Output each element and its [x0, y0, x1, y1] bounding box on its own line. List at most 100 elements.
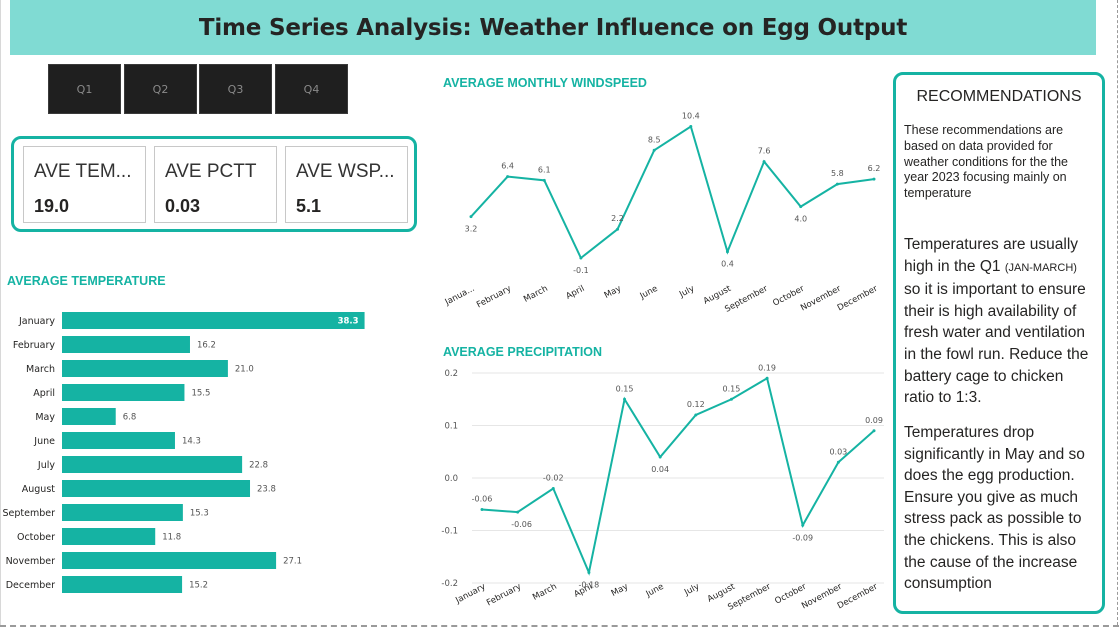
data-label: 0.4 [721, 260, 734, 269]
temperature-data-label: 15.5 [191, 389, 210, 399]
x-tick-label: April [564, 284, 586, 302]
title-bar: Time Series Analysis: Weather Influence … [10, 0, 1096, 55]
temperature-bar[interactable] [62, 408, 116, 425]
temperature-bar[interactable] [62, 456, 243, 473]
data-point[interactable] [623, 397, 627, 401]
recommendations-title: RECOMMENDATIONS [916, 88, 1082, 105]
data-point[interactable] [469, 215, 473, 219]
temperature-bar-chart: January 38.3 February 16.2 March 21.0 April 15.… [2, 312, 365, 593]
temperature-bar[interactable] [62, 480, 251, 497]
kpi-label: AVE TEM... [34, 161, 132, 182]
data-label: 7.6 [758, 147, 771, 156]
temperature-data-label: 21.0 [235, 365, 254, 375]
temperature-bar[interactable] [62, 336, 190, 353]
x-tick-label: March [522, 284, 550, 305]
canvas-left-border [0, 0, 1, 625]
temperature-data-label: 6.8 [123, 413, 137, 423]
kpi-card-windspeed: AVE WSP... 5.1 [285, 146, 408, 223]
quarter-button-q1[interactable]: Q1 [48, 64, 121, 114]
temperature-bar[interactable] [62, 576, 183, 593]
data-point[interactable] [872, 429, 876, 433]
temperature-data-label: 15.2 [189, 581, 208, 591]
data-label: 8.5 [648, 135, 661, 144]
temperature-data-label: 16.2 [197, 341, 216, 351]
recommendation-q1-months: (JAN-MARCH) [1004, 261, 1077, 274]
data-point[interactable] [836, 460, 840, 464]
y-tick-label: -0.2 [441, 579, 458, 589]
temperature-bar[interactable] [62, 432, 175, 449]
data-point[interactable] [872, 177, 876, 181]
quarter-button-q2[interactable]: Q2 [124, 64, 197, 114]
data-point[interactable] [801, 523, 805, 527]
x-tick-label: Janua... [443, 284, 477, 308]
data-point[interactable] [694, 413, 698, 417]
data-label: 6.2 [868, 164, 881, 173]
data-label: 0.15 [616, 384, 634, 393]
temperature-category-label: May [35, 412, 55, 423]
recommendation-q1-text-b: so it is important to ensure their is hi… [904, 281, 1089, 407]
data-point[interactable] [689, 125, 693, 129]
data-label: -0.1 [573, 266, 589, 275]
temperature-bar[interactable] [62, 552, 277, 569]
x-tick-label: November [799, 284, 843, 314]
quarter-button-q4[interactable]: Q4 [275, 64, 348, 114]
y-tick-label: 0.0 [444, 474, 458, 484]
temperature-data-label: 27.1 [283, 557, 302, 567]
data-point[interactable] [587, 571, 591, 574]
temperature-category-label: August [22, 484, 56, 495]
x-tick-label: January [453, 582, 487, 606]
series-line[interactable] [481, 376, 875, 576]
data-point[interactable] [506, 175, 510, 179]
x-tick-label: March [531, 582, 559, 603]
data-point[interactable] [725, 250, 729, 254]
data-point[interactable] [579, 256, 583, 260]
temperature-bar[interactable] [62, 384, 185, 401]
recommendations-panel: RECOMMENDATIONS These recommendations ar… [893, 72, 1105, 614]
data-label: 0.03 [829, 447, 847, 456]
precipitation-line-chart: 0.2 0.1 0.0 -0.1 -0.2 -0.06 -0.06 -0.02 -0.18 0.1… [441, 363, 884, 613]
temperature-data-label: 15.3 [190, 509, 209, 519]
data-point[interactable] [658, 455, 662, 459]
temperature-category-label: February [13, 340, 55, 351]
data-label: -0.06 [472, 495, 493, 504]
data-label: 0.04 [651, 465, 669, 474]
temperature-category-label: July [37, 460, 55, 471]
x-tick-label: May [603, 284, 623, 301]
kpi-value: 19.0 [34, 196, 70, 216]
data-point[interactable] [799, 205, 803, 209]
data-point[interactable] [551, 487, 555, 490]
temperature-bar[interactable] [62, 528, 156, 545]
data-point[interactable] [765, 376, 769, 380]
temperature-bar[interactable] [62, 360, 228, 377]
series-line[interactable] [470, 124, 875, 260]
temperature-data-label: 38.3 [338, 317, 359, 327]
data-label: -0.09 [792, 533, 813, 542]
data-point[interactable] [616, 227, 620, 231]
temperature-bar[interactable] [62, 504, 183, 521]
data-point[interactable] [480, 508, 484, 511]
data-label: 3.2 [465, 225, 478, 234]
windspeed-line-chart: 3.2 6.4 6.1 -0.1 2.2 8.5 10.4 0.4 7.6 4.0 5.8 6.2 Ja… [443, 112, 881, 315]
data-point[interactable] [516, 510, 520, 514]
temperature-data-label: 22.8 [249, 461, 268, 471]
temperature-category-label: December [6, 580, 55, 591]
data-label: 6.1 [538, 165, 551, 174]
temperature-category-label: March [26, 364, 55, 375]
canvas-bottom-border [0, 625, 1119, 627]
quarter-button-q3[interactable]: Q3 [199, 64, 272, 114]
data-point[interactable] [762, 160, 766, 164]
data-point[interactable] [542, 178, 546, 182]
temperature-category-label: January [18, 316, 55, 327]
page-title: Time Series Analysis: Weather Influence … [198, 14, 908, 41]
data-label: 6.4 [501, 162, 514, 171]
temperature-data-label: 14.3 [182, 437, 201, 447]
data-point[interactable] [835, 182, 839, 186]
data-point[interactable] [729, 397, 733, 401]
canvas-right-border [1117, 0, 1118, 625]
kpi-card-precipitation: AVE PCTT 0.03 [154, 146, 277, 223]
temperature-bar[interactable] [62, 312, 365, 329]
data-label: 0.19 [758, 363, 776, 372]
data-point[interactable] [652, 148, 656, 152]
temperature-data-label: 11.8 [162, 533, 181, 543]
kpi-value: 5.1 [296, 196, 322, 216]
